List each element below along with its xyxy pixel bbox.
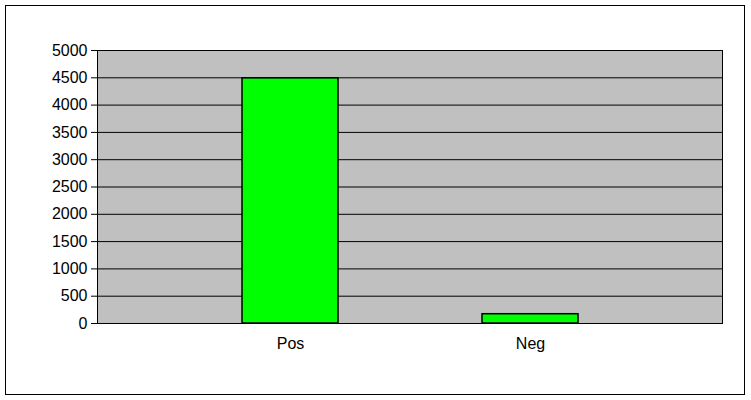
svg-text:5000: 5000 (52, 42, 88, 59)
svg-text:0: 0 (79, 315, 88, 332)
svg-text:4000: 4000 (52, 96, 88, 113)
svg-text:4500: 4500 (52, 69, 88, 86)
svg-text:1000: 1000 (52, 260, 88, 277)
svg-text:3000: 3000 (52, 151, 88, 168)
svg-text:1500: 1500 (52, 233, 88, 250)
svg-text:3500: 3500 (52, 124, 88, 141)
svg-text:Pos: Pos (277, 335, 305, 352)
svg-text:2000: 2000 (52, 205, 88, 222)
svg-text:Neg: Neg (516, 335, 545, 352)
svg-text:500: 500 (61, 287, 88, 304)
svg-text:2500: 2500 (52, 178, 88, 195)
